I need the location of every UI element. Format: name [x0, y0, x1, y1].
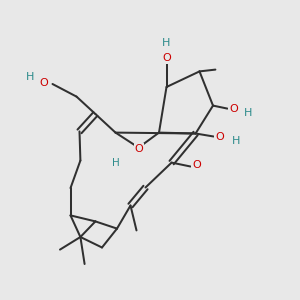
Text: O: O — [39, 77, 48, 88]
Text: H: H — [112, 158, 119, 169]
Text: O: O — [215, 131, 224, 142]
Text: H: H — [244, 108, 252, 118]
Text: H: H — [232, 136, 240, 146]
Text: H: H — [162, 38, 171, 49]
Text: O: O — [192, 160, 201, 170]
Text: O: O — [134, 144, 143, 154]
Text: O: O — [162, 53, 171, 64]
Text: O: O — [229, 103, 238, 114]
Text: H: H — [26, 72, 34, 82]
